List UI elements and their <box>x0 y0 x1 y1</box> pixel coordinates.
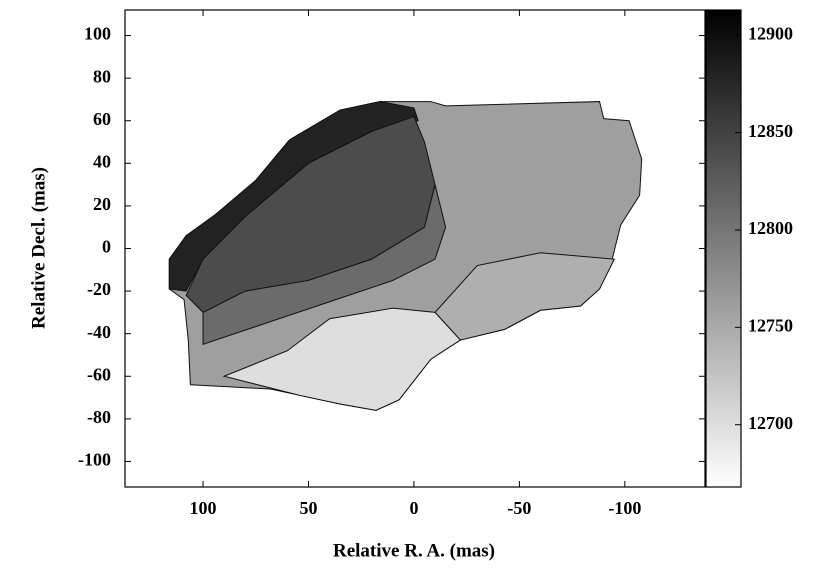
y-tick-label: 100 <box>84 24 111 44</box>
y-tick-label: 80 <box>93 66 111 86</box>
intensity-region <box>222 307 462 411</box>
x-axis-label: Relative R. A. (mas) <box>333 540 495 561</box>
colorbar <box>705 9 742 488</box>
x-tick-label: 100 <box>190 498 217 518</box>
colorbar-tick-label: 12850 <box>748 121 793 141</box>
colorbar-tick-label: 12800 <box>748 218 793 238</box>
colorbar-tick-label: 12700 <box>748 413 793 433</box>
y-tick-label: 0 <box>102 237 111 257</box>
y-tick-label: -80 <box>87 407 111 427</box>
y-tick-label: -100 <box>78 450 111 470</box>
colorbar-tick-label: 12900 <box>748 23 793 43</box>
intensity-region <box>168 101 419 292</box>
y-tick-label: -40 <box>87 322 111 342</box>
y-axis-label: Relative Decl. (mas) <box>28 167 49 329</box>
x-tick-label: 50 <box>299 498 317 518</box>
intensity-region <box>202 184 447 346</box>
x-tick-label: -100 <box>608 498 641 518</box>
y-tick-label: -20 <box>87 279 111 299</box>
y-tick-label: 20 <box>93 194 111 214</box>
y-tick-label: 40 <box>93 151 111 171</box>
x-tick-label: 0 <box>409 498 418 518</box>
colorbar-tick-label: 12750 <box>748 315 793 335</box>
intensity-region <box>434 252 616 341</box>
y-tick-label: 60 <box>93 109 111 129</box>
y-tick-label: -60 <box>87 364 111 384</box>
x-tick-label: -50 <box>507 498 531 518</box>
